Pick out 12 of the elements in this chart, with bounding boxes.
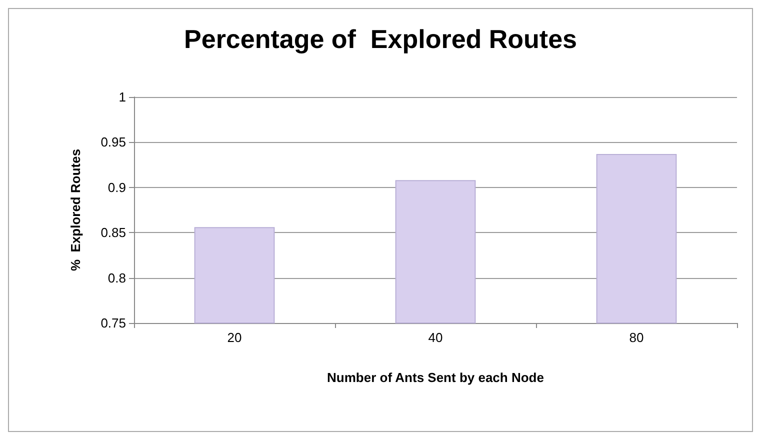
x-tick-label: 80 xyxy=(629,330,644,345)
y-tick-label: 0.8 xyxy=(108,270,126,286)
y-tick-label: 1 xyxy=(118,90,126,104)
y-tick-label: 0.75 xyxy=(100,316,126,330)
y-tick-label: 0.85 xyxy=(100,225,126,240)
y-tick-label: 0.95 xyxy=(100,134,126,150)
y-axis-title: % Explored Routes xyxy=(68,148,83,272)
y-tick-label: 0.9 xyxy=(108,180,126,195)
chart-title: Percentage of Explored Routes xyxy=(184,24,577,54)
x-tick-label: 40 xyxy=(428,330,443,345)
x-tick-label: 20 xyxy=(227,330,242,345)
x-axis-title: Number of Ants Sent by each Node xyxy=(327,370,544,385)
